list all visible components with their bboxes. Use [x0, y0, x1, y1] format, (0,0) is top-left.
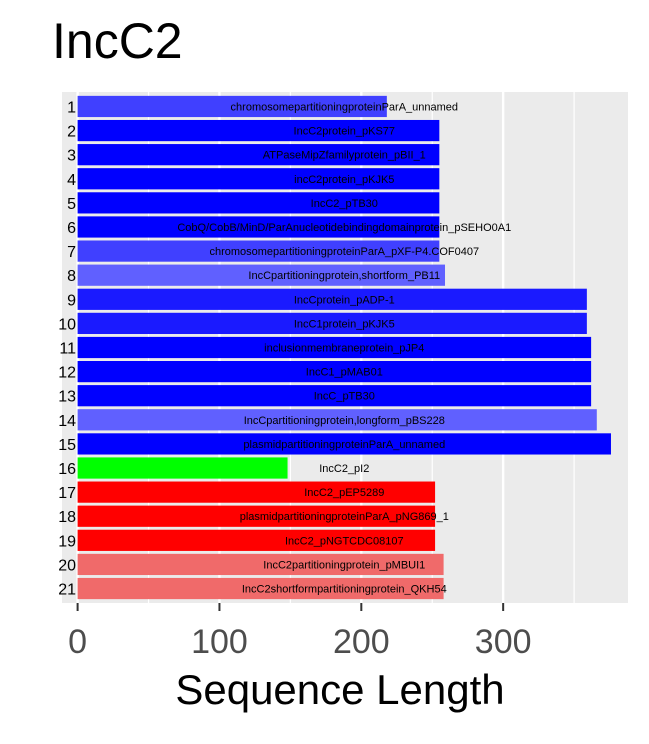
x-tick-label: 200 [333, 623, 390, 661]
bar-label: IncC2_pEP5289 [304, 487, 384, 499]
bar-label: ATPaseMipZfamilyprotein_pBII_1 [263, 150, 426, 162]
bar [77, 312, 587, 335]
y-tick-label: 14 [58, 413, 76, 430]
bar-label: incC2protein_pKJK5 [294, 174, 394, 186]
y-tick-label: 9 [67, 292, 76, 309]
bar-label: IncC2partitioningprotein_pMBUI1 [263, 559, 425, 571]
bar [77, 457, 288, 479]
y-tick-label: 10 [58, 316, 76, 333]
bar [77, 409, 597, 431]
bar-label: plasmidpartitioningproteinParA_unnamed [243, 439, 445, 451]
y-tick-label: 11 [59, 341, 76, 358]
x-tick-label: 300 [475, 623, 532, 661]
y-tick-label: 19 [58, 533, 76, 550]
y-tick-label: 18 [58, 509, 76, 526]
chart-title: IncC2 [52, 13, 183, 69]
y-tick-label: 2 [67, 124, 76, 141]
bar [77, 505, 436, 527]
y-tick-label: 15 [58, 437, 76, 454]
bar [77, 95, 387, 118]
bar-label: chromosomepartitioningproteinParA_pXF-P4… [209, 246, 479, 258]
bar [77, 144, 440, 166]
bar-label: IncC_pTB30 [314, 391, 375, 403]
bar-label: IncC2_pI2 [319, 463, 369, 475]
bar-label: IncC2_pNGTCDC08107 [285, 535, 404, 547]
bar [77, 216, 440, 238]
x-tick-label: 100 [191, 623, 248, 661]
y-tick-label: 5 [67, 196, 76, 213]
bar [77, 529, 436, 551]
y-tick-label: 16 [58, 461, 76, 478]
bar [77, 168, 440, 190]
bar-label: CobQ/CobB/MinD/ParAnucleotidebindingdoma… [177, 222, 511, 234]
bar-label: inclusionmembraneprotein_pJP4 [264, 343, 424, 355]
bar [77, 288, 587, 310]
bar [77, 240, 440, 262]
bar-label: chromosomepartitioningproteinParA_unname… [231, 101, 458, 113]
bar-label: IncCpartitioningprotein,longform_pBS228 [244, 415, 445, 427]
y-tick-label: 13 [58, 389, 76, 406]
y-tick-label: 7 [67, 244, 76, 261]
bar [77, 264, 446, 286]
y-tick-label: 6 [67, 220, 76, 237]
y-tick-label: 12 [58, 365, 76, 382]
y-tick-label: 21 [58, 582, 76, 599]
y-tick-label: 20 [58, 557, 76, 574]
bar-label: IncC2protein_pKS77 [294, 126, 396, 138]
y-tick-label: 8 [67, 268, 76, 285]
bar [77, 192, 440, 214]
bar-label: IncC2shortformpartitioningprotein_QKH54 [242, 584, 447, 596]
bar-label: plasmidpartitioningproteinParA_pNG869_1 [240, 511, 449, 523]
bar [77, 553, 444, 576]
y-tick-label: 17 [58, 485, 76, 502]
y-tick-label: 1 [67, 99, 76, 116]
bar [77, 336, 592, 359]
bar-label: IncCprotein_pADP-1 [294, 294, 395, 306]
bar [77, 119, 440, 142]
x-tick-label: 0 [68, 623, 87, 661]
bar [77, 433, 611, 455]
y-tick-label: 3 [67, 148, 76, 165]
bar-label: IncC2_pTB30 [311, 198, 378, 210]
bar [77, 481, 436, 503]
x-axis-label: Sequence Length [175, 666, 505, 713]
bar [77, 577, 444, 600]
bar-label: IncCpartitioningprotein,shortform_PB11 [248, 270, 440, 282]
bar [77, 385, 592, 407]
bar-label: IncC1protein_pKJK5 [294, 318, 395, 330]
bar [77, 360, 592, 383]
y-tick-label: 4 [67, 172, 76, 189]
bar-label: IncC1_pMAB01 [306, 367, 383, 379]
